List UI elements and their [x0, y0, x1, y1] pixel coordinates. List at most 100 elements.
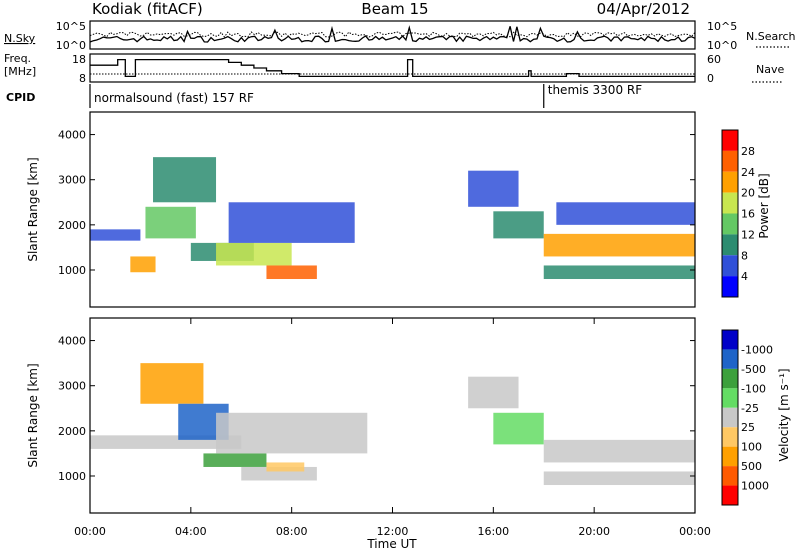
- velocity-panel: 1000 2000 3000 4000 00:00 04:00 08:00 12:00 16:…: [26, 317, 711, 551]
- colorbar-tick-label: 24: [741, 166, 755, 179]
- y-tick-label: 2000: [58, 219, 86, 232]
- cpid-panel: CPID normalsound (fast) 157 RF themis 33…: [6, 83, 642, 108]
- colorbar-swatch: [722, 349, 738, 369]
- colorbar-tick-label: -500: [741, 363, 766, 376]
- scatter-region: [543, 265, 695, 280]
- noise-panel: N.Sky 10^5 10^0 10^5 10^0 N.Search: [4, 20, 796, 52]
- noise-sky-line: [89, 25, 696, 43]
- nave-label: Nave: [756, 63, 784, 76]
- colorbar-swatch: [722, 407, 738, 428]
- scatter-region: [543, 439, 695, 463]
- freq-right-tick-bottom: 0: [707, 72, 714, 85]
- freq-panel-frame: [89, 53, 696, 83]
- colorbar-tick-label: 4: [741, 270, 748, 283]
- scatter-region: [228, 202, 355, 243]
- freq-right-tick-top: 60: [707, 53, 721, 66]
- power-ylabel: Slant Range [km]: [26, 157, 40, 261]
- noise-right-tick-bottom: 10^0: [707, 39, 737, 52]
- y-tick-label: 3000: [58, 380, 86, 393]
- scatter-region: [203, 453, 267, 467]
- nsearch-label: N.Search: [746, 30, 796, 43]
- scatter-region: [543, 471, 695, 486]
- x-tick-label: 04:00: [175, 525, 207, 538]
- colorbar-swatch: [722, 255, 738, 277]
- cpid-label: CPID: [6, 91, 35, 104]
- y-tick-label: 4000: [58, 335, 86, 348]
- colorbar-swatch: [722, 150, 738, 172]
- velocity-colorbar-label: Velocity [m s⁻¹]: [777, 368, 791, 461]
- colorbar-swatch: [722, 130, 738, 151]
- freq-unit-label: [MHz]: [4, 65, 36, 78]
- colorbar-tick-label: 500: [741, 460, 762, 473]
- colorbar-tick-label: -1000: [741, 343, 773, 356]
- power-panel-frame: [89, 111, 696, 308]
- scatter-region: [493, 211, 544, 239]
- velocity-x-ticks: 00:00 04:00 08:00 12:00 16:00 20:00 00:00: [74, 318, 711, 538]
- colorbar-frame: [721, 329, 739, 506]
- noise-panel-frame: [89, 20, 696, 50]
- power-marks: [90, 157, 695, 280]
- power-colorbar: 4 8 12 16 20 24 28: [721, 129, 755, 298]
- scatter-region: [90, 229, 141, 241]
- x-tick-label: 08:00: [276, 525, 308, 538]
- x-tick-label: 20:00: [578, 525, 610, 538]
- scatter-region: [140, 363, 204, 404]
- x-tick-label: 12:00: [377, 525, 409, 538]
- colorbar-tick-label: 28: [741, 145, 755, 158]
- beam-label: Beam 15: [361, 0, 428, 18]
- colorbar-tick-label: 8: [741, 249, 748, 262]
- scatter-region: [468, 376, 519, 409]
- colorbar-swatch: [722, 446, 738, 467]
- velocity-colorbar: 1000 500 100 25 -25 -100 -500 -1000: [721, 329, 773, 506]
- colorbar-tick-label: 100: [741, 441, 762, 454]
- colorbar-tick-label: 25: [741, 421, 755, 434]
- scatter-region: [468, 170, 519, 207]
- colorbar-tick-label: -100: [741, 382, 766, 395]
- colorbar-swatch: [722, 330, 738, 350]
- cpid-segment-2: themis 3300 RF: [548, 83, 642, 97]
- cpid-segment-1: normalsound (fast) 157 RF: [94, 91, 254, 105]
- colorbar-tick-label: 20: [741, 187, 755, 200]
- scatter-region: [493, 412, 544, 445]
- scatter-region: [216, 242, 292, 266]
- y-tick-label: 2000: [58, 425, 86, 438]
- x-tick-label: 00:00: [74, 525, 106, 538]
- colorbar-tick-label: 12: [741, 228, 755, 241]
- power-colorbar-label: Power [dB]: [757, 173, 771, 238]
- colorbar-swatch: [722, 171, 738, 193]
- noise-right-tick-top: 10^5: [707, 20, 737, 33]
- colorbar-swatch: [722, 213, 738, 235]
- colorbar-tick-label: -25: [741, 402, 759, 415]
- colorbar-tick-label: 1000: [741, 480, 769, 493]
- colorbar-swatch: [722, 485, 738, 505]
- noise-left-tick-top: 10^5: [56, 20, 86, 33]
- noise-left-tick-bottom: 10^0: [56, 39, 86, 52]
- scatter-region: [266, 462, 305, 472]
- colorbar-frame: [721, 129, 739, 298]
- colorbar-swatch: [722, 388, 738, 408]
- freq-left-tick-top: 18: [72, 53, 86, 66]
- y-tick-label: 1000: [58, 264, 86, 277]
- scatter-region: [266, 265, 317, 280]
- colorbar-swatch: [722, 466, 738, 486]
- x-tick-label: 16:00: [477, 525, 509, 538]
- scatter-region: [145, 206, 196, 239]
- velocity-ylabel: Slant Range [km]: [26, 363, 40, 467]
- colorbar-tick-label: 16: [741, 208, 755, 221]
- y-tick-label: 3000: [58, 174, 86, 187]
- x-tick-label: 00:00: [679, 525, 711, 538]
- colorbar-swatch: [722, 234, 738, 256]
- y-tick-label: 1000: [58, 470, 86, 483]
- colorbar-swatch: [722, 276, 738, 297]
- radar-title: Kodiak (fitACF): [92, 0, 203, 18]
- y-tick-label: 4000: [58, 129, 86, 142]
- date-label: 04/Apr/2012: [597, 0, 690, 18]
- velocity-y-ticks: 1000 2000 3000 4000: [58, 335, 695, 483]
- freq-label: Freq.: [4, 52, 31, 65]
- freq-left-tick-bottom: 8: [79, 72, 86, 85]
- scatter-region: [543, 233, 695, 257]
- time-axis-label: Time UT: [366, 537, 417, 551]
- scatter-region: [153, 157, 217, 203]
- colorbar-swatch: [722, 368, 738, 389]
